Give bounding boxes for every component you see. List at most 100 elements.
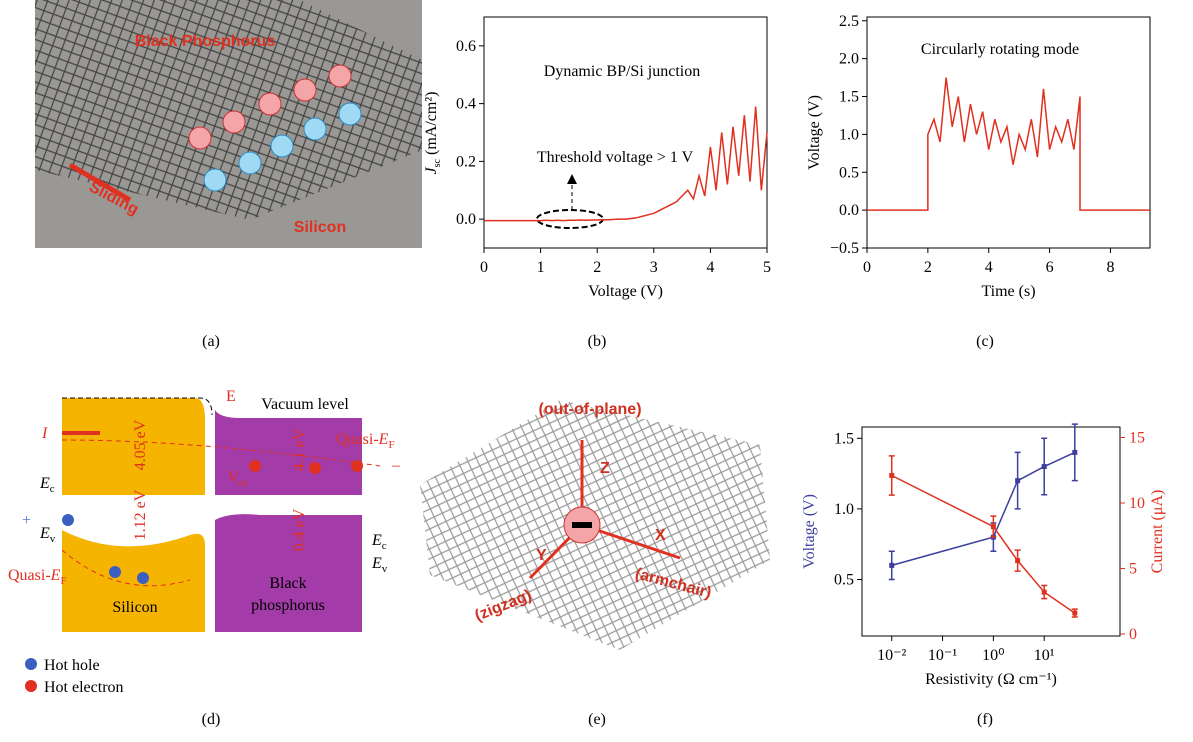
panel-a: Black Phosphorus Sliding Silicon <box>35 0 422 248</box>
y-tick-label: 2.5 <box>839 13 859 30</box>
x-tick-label: 4 <box>985 259 993 276</box>
label: E <box>371 555 382 572</box>
label: – <box>391 457 401 474</box>
label: Quasi- <box>336 431 379 448</box>
label: V <box>228 469 240 486</box>
y-axis-label: Voltage (V) <box>801 494 818 569</box>
label: phosphorus <box>251 597 325 614</box>
label: Silicon <box>294 219 346 236</box>
y-tick-label: 0.5 <box>839 164 859 181</box>
point <box>1041 464 1047 470</box>
label: F <box>388 439 394 451</box>
label: c <box>382 540 387 552</box>
label: Voc <box>228 469 248 489</box>
y2-tick-label: 15 <box>1129 429 1145 446</box>
y-tick-label: 0.0 <box>839 202 859 219</box>
point <box>1015 478 1021 484</box>
label: oc <box>238 477 249 489</box>
annotation: Dynamic BP/Si junction <box>544 63 700 80</box>
label: 4.05 eV <box>132 419 149 470</box>
label: (out-of-plane) <box>538 401 641 418</box>
y-tick-label: 0.6 <box>456 38 476 55</box>
x-axis-label: Time (s) <box>981 283 1035 300</box>
data-line <box>891 474 1076 614</box>
label: I <box>41 425 48 442</box>
x-tick-label: 6 <box>1046 259 1054 276</box>
label: 1.12 eV <box>132 489 149 540</box>
y2-tick-label: 0 <box>1129 626 1137 643</box>
caption: (e) <box>588 711 606 728</box>
y-tick-label: 1.0 <box>834 501 854 518</box>
x-tick-label: 8 <box>1106 259 1114 276</box>
y-tick-label: 1.5 <box>839 89 859 106</box>
label: E <box>226 388 236 405</box>
point <box>1072 610 1078 616</box>
label: E <box>39 525 50 542</box>
point <box>889 472 895 478</box>
y2-axis-label: Current (μA) <box>1149 490 1166 574</box>
y-axis-label: J <box>423 166 440 174</box>
label: Quasi- <box>8 567 51 584</box>
data-line <box>484 106 768 222</box>
x-axis-label: Resistivity (Ω cm⁻¹) <box>925 671 1057 688</box>
label: Silicon <box>112 599 157 616</box>
point <box>990 524 996 530</box>
label: + <box>22 512 31 529</box>
legend-label: Hot hole <box>44 657 100 674</box>
label: Ec <box>371 532 387 552</box>
point <box>1072 449 1078 455</box>
label: F <box>60 575 66 587</box>
y2-tick-label: 10 <box>1129 495 1145 512</box>
label: Black Phosphorus <box>135 33 276 50</box>
label: E <box>371 532 382 549</box>
y-tick-label: −0.5 <box>830 240 859 257</box>
plot-frame <box>483 16 768 249</box>
label: E <box>39 475 50 492</box>
point <box>889 562 895 568</box>
x-tick-label: 10¹ <box>1034 647 1055 664</box>
point <box>1015 558 1021 564</box>
x-tick-label: 0 <box>863 259 871 276</box>
captions: (a) (b) (c) (d) (e) (f) <box>202 333 994 728</box>
y-axis-label: sc <box>432 158 443 167</box>
panel-d: Vacuum level E I 4.05 eV 1.12 eV 4.1 eV … <box>8 388 401 696</box>
label: v <box>50 533 56 545</box>
x-tick-label: 2 <box>924 259 932 276</box>
label: 4.1 eV <box>291 428 308 471</box>
caption: (a) <box>202 333 220 350</box>
point <box>1041 589 1047 595</box>
y-tick-label: 2.0 <box>839 51 859 68</box>
label: X <box>655 527 666 544</box>
y-axis-label: (mA/cm²) <box>423 92 440 155</box>
x-tick-label: 10⁰ <box>982 647 1004 664</box>
y-axis-label: Jsc (mA/cm²) <box>423 92 443 175</box>
x-tick-label: 10⁻¹ <box>928 647 957 664</box>
data-line <box>891 451 1076 567</box>
plot-frame <box>866 16 1151 249</box>
label: Black <box>269 575 306 592</box>
y-axis-label: Voltage (V) <box>806 95 823 170</box>
plot-frame <box>861 426 1121 637</box>
label: Y <box>536 547 547 564</box>
label: v <box>382 563 388 575</box>
x-tick-label: 2 <box>593 259 601 276</box>
y2-tick-label: 5 <box>1129 561 1137 578</box>
caption: (c) <box>976 333 994 350</box>
y-tick-label: 0.4 <box>456 96 476 113</box>
caption: (f) <box>977 711 993 728</box>
y-tick-label: 0.2 <box>456 153 476 170</box>
label: Ec <box>39 475 55 495</box>
x-axis-label: Voltage (V) <box>588 283 663 300</box>
label: Quasi-EF <box>336 431 395 451</box>
legend-label: Hot electron <box>44 679 124 696</box>
x-tick-label: 0 <box>480 259 488 276</box>
label: Quasi-EF <box>8 567 67 587</box>
label: Vacuum level <box>261 396 349 413</box>
label: 0.4 eV <box>291 508 308 551</box>
label: E <box>378 431 389 448</box>
y-tick-label: 0.5 <box>834 572 854 589</box>
y-tick-label: 0.0 <box>456 211 476 228</box>
y-tick-label: 1.5 <box>834 430 854 447</box>
x-tick-label: 10⁻² <box>877 647 906 664</box>
